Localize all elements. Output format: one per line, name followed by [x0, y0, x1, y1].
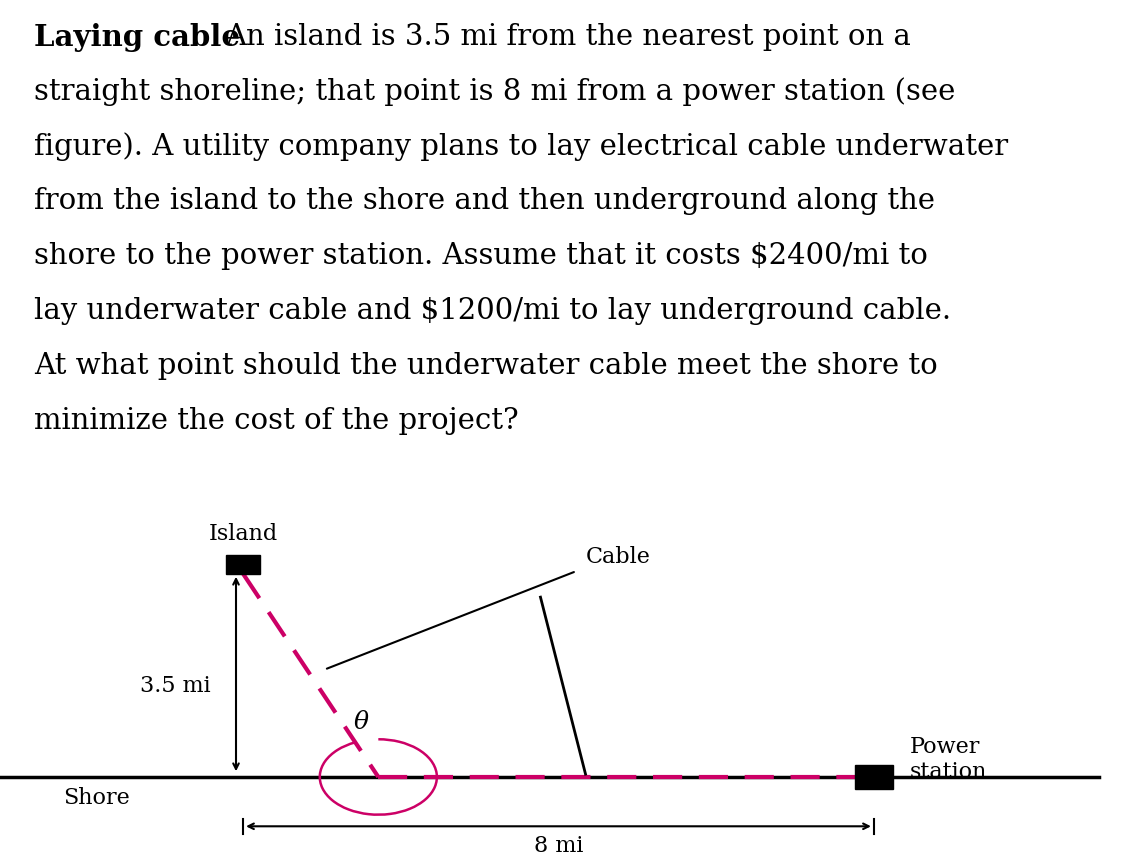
Text: Cable: Cable — [586, 546, 651, 569]
Text: figure). A utility company plans to lay electrical cable underwater: figure). A utility company plans to lay … — [34, 132, 1009, 162]
Text: θ: θ — [353, 711, 368, 734]
Text: Power
station: Power station — [909, 736, 987, 784]
Bar — [227, 556, 261, 574]
Text: shore to the power station. Assume that it costs $2400/mi to: shore to the power station. Assume that … — [34, 242, 928, 270]
Text: Laying cable: Laying cable — [34, 22, 240, 52]
Text: An island is 3.5 mi from the nearest point on a: An island is 3.5 mi from the nearest poi… — [225, 22, 911, 51]
Text: straight shoreline; that point is 8 mi from a power station (see: straight shoreline; that point is 8 mi f… — [34, 78, 955, 106]
Text: from the island to the shore and then underground along the: from the island to the shore and then un… — [34, 187, 936, 215]
Text: Island: Island — [208, 523, 278, 545]
Text: 8 mi: 8 mi — [534, 835, 583, 857]
Text: At what point should the underwater cable meet the shore to: At what point should the underwater cabl… — [34, 352, 938, 380]
Text: 3.5 mi: 3.5 mi — [141, 675, 210, 696]
Text: lay underwater cable and $1200/mi to lay underground cable.: lay underwater cable and $1200/mi to lay… — [34, 297, 952, 325]
Text: Shore: Shore — [63, 787, 129, 810]
Bar — [855, 765, 892, 789]
Text: minimize the cost of the project?: minimize the cost of the project? — [34, 407, 519, 435]
